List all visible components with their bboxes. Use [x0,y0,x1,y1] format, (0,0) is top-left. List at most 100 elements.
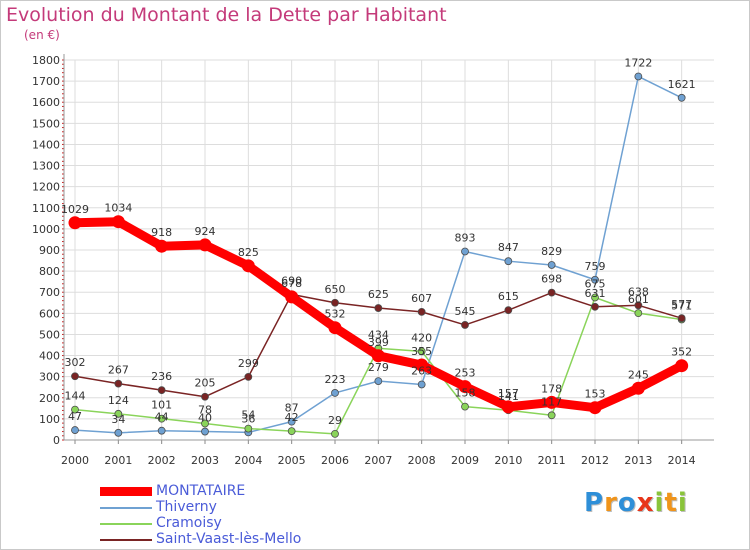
data-point [111,215,125,229]
data-label: 124 [108,394,129,407]
data-label: 532 [325,308,346,321]
data-point [328,321,342,335]
data-label: 44 [155,411,169,424]
x-tick-label: 2001 [104,454,132,467]
data-point [114,379,123,388]
legend-label: Thiverny [156,499,217,515]
y-tick-label: 500 [39,328,60,341]
data-point [285,290,299,304]
data-label: 1621 [668,78,696,91]
data-point [677,314,686,323]
series-lines [68,72,689,438]
data-label: 223 [325,373,346,386]
data-point [157,386,166,395]
data-point [417,347,426,356]
data-label: 54 [241,409,255,422]
legend-swatch [100,507,152,509]
data-point [331,298,339,307]
data-label: 924 [195,225,216,238]
data-label: 34 [111,413,125,426]
data-point [157,426,166,435]
data-point [331,429,339,438]
data-point [71,405,79,414]
data-point [287,427,296,436]
data-point [114,428,123,437]
y-tick-label: 1600 [32,96,60,109]
legend-label: Saint-Vaast-lès-Mello [156,531,302,547]
data-label: 263 [411,364,432,377]
data-label: 42 [285,411,299,424]
data-label: 29 [328,414,342,427]
legend-swatch [100,487,152,496]
data-point [591,302,599,311]
y-tick-label: 100 [39,413,60,426]
x-tick-label: 2012 [581,454,609,467]
data-point [461,402,469,411]
data-label: 638 [628,285,649,298]
x-tick-label: 2008 [408,454,436,467]
data-label: 893 [455,231,476,244]
data-point [287,417,296,426]
data-point [417,380,426,389]
x-tick-label: 2006 [321,454,349,467]
logo-letter: t [664,488,678,518]
x-tick-label: 2005 [278,454,306,467]
y-tick-label: 400 [39,350,60,363]
data-labels: 1029 1034 918 924 825 678 532 399 355 253 157 178 15… [61,56,696,426]
data-label: 545 [455,305,476,318]
legend-label: MONTATAIRE [156,483,246,499]
y-tick-label: 1300 [32,160,60,173]
y-tick-label: 1400 [32,138,60,151]
data-point [201,392,209,401]
data-label: 759 [585,260,606,273]
data-point [634,72,643,81]
data-point [634,301,643,310]
data-point [461,247,469,256]
data-label: 253 [455,367,476,380]
y-tick-label: 600 [39,307,60,320]
data-label: 1722 [624,56,652,69]
data-label: 141 [498,390,519,403]
data-label: 178 [541,382,562,395]
data-label: 399 [368,336,389,349]
data-point [155,239,169,253]
data-label: 601 [628,293,649,306]
y-tick-label: 700 [39,286,60,299]
data-point [591,275,599,284]
logo-letter: r [604,488,618,518]
data-label: 40 [198,412,212,425]
chart-title: Evolution du Montant de la Dette par Hab… [6,4,447,26]
logo-letter: P [584,488,605,518]
data-point [198,238,212,252]
x-tick-label: 2007 [364,454,392,467]
data-label: 153 [585,388,606,401]
data-point [458,380,472,394]
data-point [71,426,79,434]
x-tick-label: 2013 [624,454,652,467]
data-label: 420 [411,331,432,344]
data-label: 625 [368,288,389,301]
y-tick-label: 1000 [32,223,60,236]
data-label: 47 [68,410,82,423]
y-tick-label: 900 [39,244,60,257]
data-point [588,401,602,415]
y-tick-label: 0 [53,434,60,447]
data-label: 631 [585,287,606,300]
data-label: 245 [628,368,649,381]
data-label: 577 [671,298,692,311]
data-point [371,349,385,363]
data-label: 355 [411,345,432,358]
y-tick-label: 1100 [32,202,60,215]
x-tick-label: 2002 [148,454,176,467]
data-point [157,414,166,423]
data-label: 157 [498,387,519,400]
data-point [631,381,645,395]
data-point [417,307,426,316]
data-label: 571 [671,299,692,312]
data-point [68,216,82,230]
data-point [545,395,559,409]
data-label: 101 [151,399,172,412]
legend-label: Cramoisy [156,515,222,531]
data-label: 205 [195,377,216,390]
